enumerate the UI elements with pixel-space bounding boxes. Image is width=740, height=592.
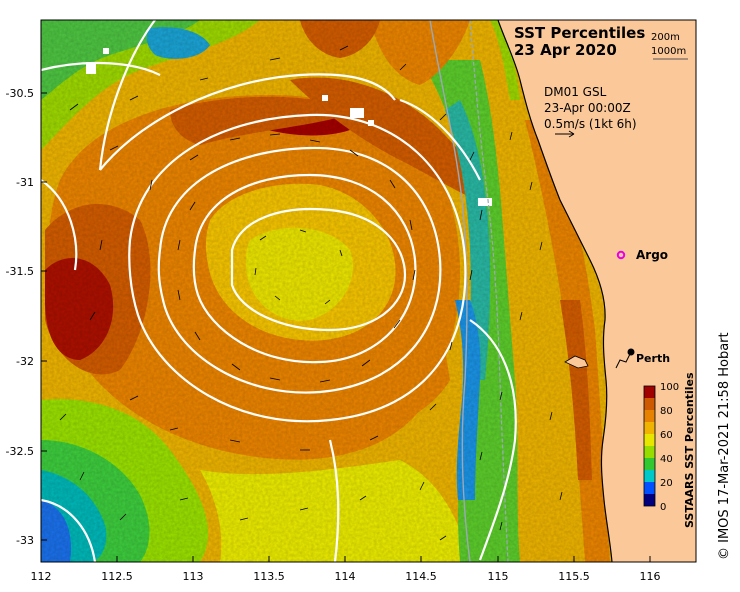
island-shape (564, 355, 589, 369)
current-time-label: 23-Apr 00:00Z (544, 101, 631, 115)
colorbar-tick-labels: 100 80 60 40 20 0 (660, 382, 679, 513)
y-tick-label: -32 (16, 355, 34, 368)
colorbar-tick: 0 (660, 502, 666, 513)
x-tick-label: 113 (183, 570, 204, 583)
y-tick-label: -31 (16, 176, 34, 189)
colorbar-tick: 40 (660, 454, 673, 465)
colorbar (643, 385, 656, 507)
x-tick-label: 113.5 (253, 570, 285, 583)
y-tick-label: -31.5 (6, 265, 34, 278)
sea-level-contours (41, 20, 517, 562)
map-date: 23 Apr 2020 (514, 41, 617, 59)
argo-marker (616, 250, 626, 260)
y-tick-label: -30.5 (6, 87, 34, 100)
axis-ticks (40, 92, 651, 562)
sst-percentile-raster (41, 20, 696, 562)
map-title: SST Percentiles (514, 24, 645, 42)
colorbar-tick: 20 (660, 478, 673, 489)
x-tick-label: 112.5 (101, 570, 133, 583)
current-arrows (59, 45, 563, 541)
colorbar-tick: 80 (660, 406, 673, 417)
contour-1000m-label: 1000m (651, 46, 686, 57)
x-tick-label: 112 (31, 570, 52, 583)
colorbar-title: SSTAARS SST Percentiles (683, 372, 696, 528)
x-axis-labels: 112 112.5 113 113.5 114 114.5 115 115.5 … (31, 570, 661, 583)
contour-200m-label: 200m (651, 32, 680, 43)
y-tick-label: -32.5 (6, 445, 34, 458)
x-tick-label: 115 (488, 570, 509, 583)
y-axis-labels: -30.5 -31 -31.5 -32 -32.5 -33 (6, 87, 34, 547)
current-scale-arrow (555, 130, 575, 138)
x-tick-label: 114.5 (405, 570, 437, 583)
credit-text: © IMOS 17-Mar-2021 21:58 Hobart (717, 332, 732, 560)
perth-label: Perth (636, 352, 670, 365)
x-tick-label: 114 (335, 570, 356, 583)
current-model-label: DM01 GSL (544, 85, 607, 99)
colorbar-tick: 100 (660, 382, 679, 393)
current-scale-label: 0.5m/s (1kt 6h) (544, 117, 637, 131)
colorbar-tick: 60 (660, 430, 673, 441)
y-tick-label: -33 (16, 534, 34, 547)
x-tick-label: 115.5 (558, 570, 590, 583)
x-tick-label: 116 (640, 570, 661, 583)
argo-label: Argo (636, 248, 668, 262)
